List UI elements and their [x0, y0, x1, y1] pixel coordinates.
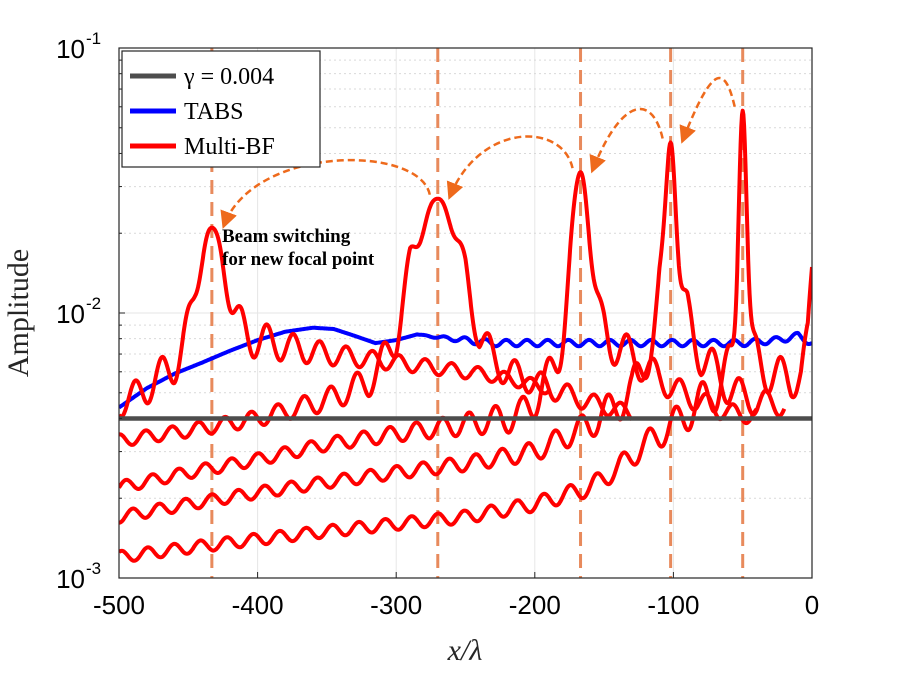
legend-label-multi-bf: Multi-BF: [184, 134, 275, 160]
x-tick-label: 0: [805, 590, 819, 620]
series-multi-bf: [119, 140, 787, 525]
x-tick-label: -200: [509, 590, 561, 620]
series-multi-bf: [119, 196, 634, 447]
series-multi-bf: [119, 225, 551, 419]
annotation-line-1: Beam switching: [222, 226, 351, 247]
switch-arrow: [220, 158, 432, 229]
y-axis-label: Amplitude: [2, 249, 35, 377]
x-axis-label: x/λ: [447, 634, 483, 667]
annotation-line-2: for new focal point: [222, 249, 375, 270]
legend-label-tabs: TABS: [184, 99, 243, 125]
series-tabs: [119, 325, 812, 410]
switch-arrows: [220, 76, 736, 229]
legend-label-threshold: γ = 0.004: [183, 64, 274, 90]
annotation: Beam switching for new focal point: [222, 226, 375, 270]
x-tick-label: -100: [647, 590, 699, 620]
switch-arrow: [679, 76, 736, 144]
y-tick-exponent: -1: [86, 29, 101, 48]
y-tick-label: 10: [56, 299, 85, 329]
legend: γ = 0.004 TABS Multi-BF: [121, 50, 321, 168]
series-lines: [119, 108, 812, 563]
y-tick-exponent: -3: [86, 559, 101, 578]
switch-arrow: [446, 135, 574, 200]
axis-ticks: -500 -400 -300 -200 -100 010-310-210-1: [56, 29, 819, 620]
x-tick-label: -400: [232, 590, 284, 620]
x-tick-label: -500: [93, 590, 145, 620]
switch-arrow: [589, 107, 664, 174]
x-tick-label: -300: [370, 590, 422, 620]
y-tick-exponent: -2: [86, 294, 101, 313]
y-tick-label: 10: [56, 34, 85, 64]
y-tick-label: 10: [56, 564, 85, 594]
series-multi-bf: [119, 108, 812, 563]
